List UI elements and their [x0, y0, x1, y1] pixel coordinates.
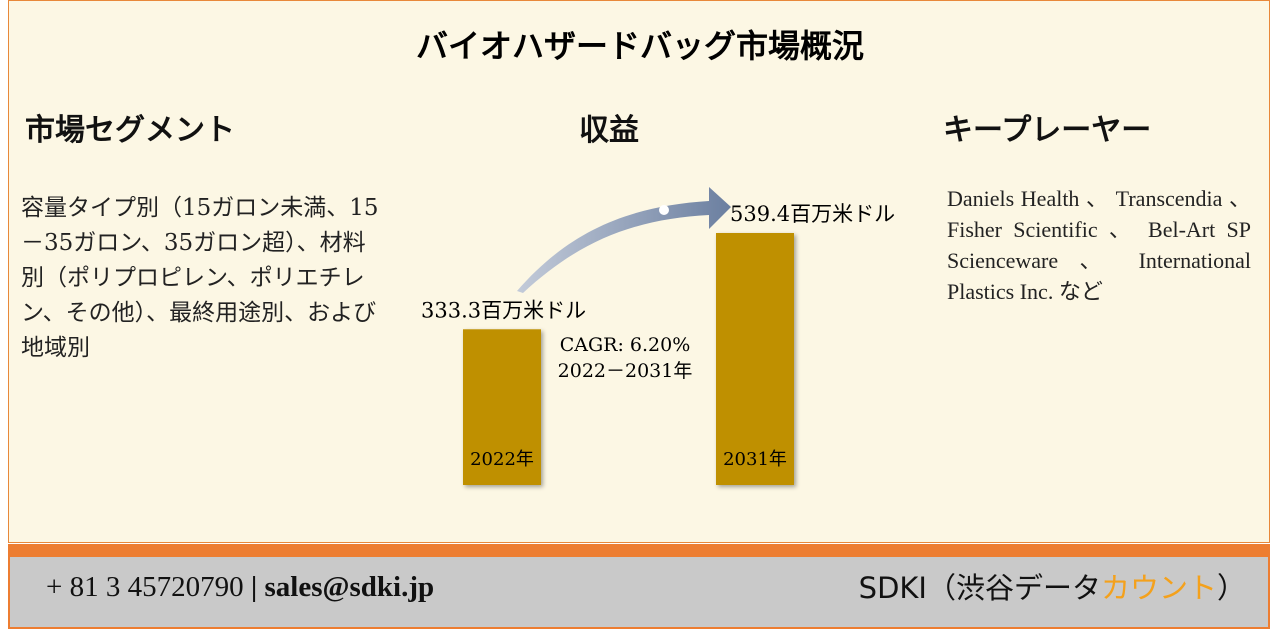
brand-end: ）	[1216, 571, 1246, 605]
phone: + 81 3 45720790	[46, 571, 244, 603]
contact: + 81 3 45720790 | sales@sdki.jp	[46, 571, 434, 604]
bar	[463, 329, 541, 485]
cagr: CAGR: 6.20%	[560, 334, 691, 356]
revenue-chart: CAGR: 6.20% 2022－2031年 2022年 333.3百万米ドル 20…	[421, 187, 895, 485]
brand-name: SDKI（渋谷データ	[858, 571, 1101, 605]
revenue-heading: 収益	[579, 113, 639, 148]
brand: SDKI（渋谷データカウント）	[859, 565, 1246, 607]
value-label: 539.4百万米ドル	[730, 202, 895, 226]
arrow-dot	[659, 205, 669, 215]
players-text: Daniels Health 、 Transcendia 、 Fisher Sc…	[947, 186, 1251, 304]
email: sales@sdki.jp	[264, 571, 435, 603]
title: バイオハザードバッグ市場概況	[415, 27, 864, 65]
value-label: 333.3百万米ドル	[421, 298, 586, 322]
bar-year: 2031年	[723, 449, 787, 470]
bar-year: 2022年	[470, 449, 534, 470]
segment-text: 容量タイプ別（15ガロン未満、15－35ガロン、35ガロン超）、材料別（ポリプロ…	[21, 195, 379, 361]
separator: |	[250, 571, 258, 603]
segment-heading: 市場セグメント	[25, 113, 235, 148]
footer: + 81 3 45720790 | sales@sdki.jp SDKI（渋谷デ…	[8, 555, 1270, 629]
players-heading: キープレーヤー	[943, 113, 1152, 148]
panel: バイオハザードバッグ市場概況 市場セグメント 収益 キープレーヤー 容量タイプ別…	[8, 0, 1270, 543]
brand-highlight: カウント	[1100, 571, 1217, 605]
growth-arrow	[517, 187, 731, 293]
bar	[716, 233, 794, 485]
footer-stripe	[8, 544, 1270, 555]
period: 2022－2031年	[558, 360, 693, 382]
